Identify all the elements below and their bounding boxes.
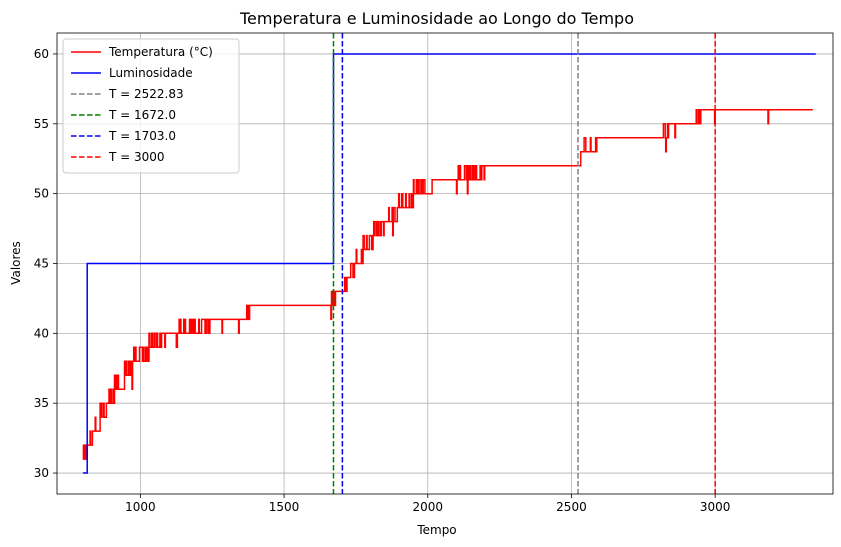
x-tick-label: 3000 [700,500,731,514]
luminosity-line [82,53,816,474]
y-tick-label: 55 [34,117,49,131]
legend-label: Temperatura (°C) [108,45,213,59]
y-tick-label: 35 [34,396,49,410]
x-tick-label: 2000 [412,500,443,514]
y-tick-label: 40 [34,326,49,340]
legend-label: Luminosidade [109,66,193,80]
y-tick-label: 30 [34,466,49,480]
y-tick-label: 60 [34,47,49,61]
chart-title: Temperatura e Luminosidade ao Longo do T… [239,9,634,28]
legend-box [62,38,240,174]
y-tick-label: 45 [34,257,49,271]
temperature-line [82,109,813,460]
x-tick-label: 2500 [556,500,587,514]
legend-label: T = 3000 [108,150,165,164]
y-tick-label: 50 [34,187,49,201]
x-tick-label: 1500 [269,500,300,514]
legend: Temperatura (°C) Luminosidade T = 2522.83 T… [62,38,240,174]
plot-area: 1000 1500 2000 2500 3000 30 35 40 45 50 55 60 Temper… [34,32,834,514]
legend-label: T = 1672.0 [108,108,176,122]
series-group [82,33,816,494]
x-axis-label: Tempo [416,523,456,537]
y-axis-label: Valores [9,241,23,285]
legend-label: T = 2522.83 [108,87,184,101]
legend-label: T = 1703.0 [108,129,176,143]
x-tick-label: 1000 [125,500,156,514]
